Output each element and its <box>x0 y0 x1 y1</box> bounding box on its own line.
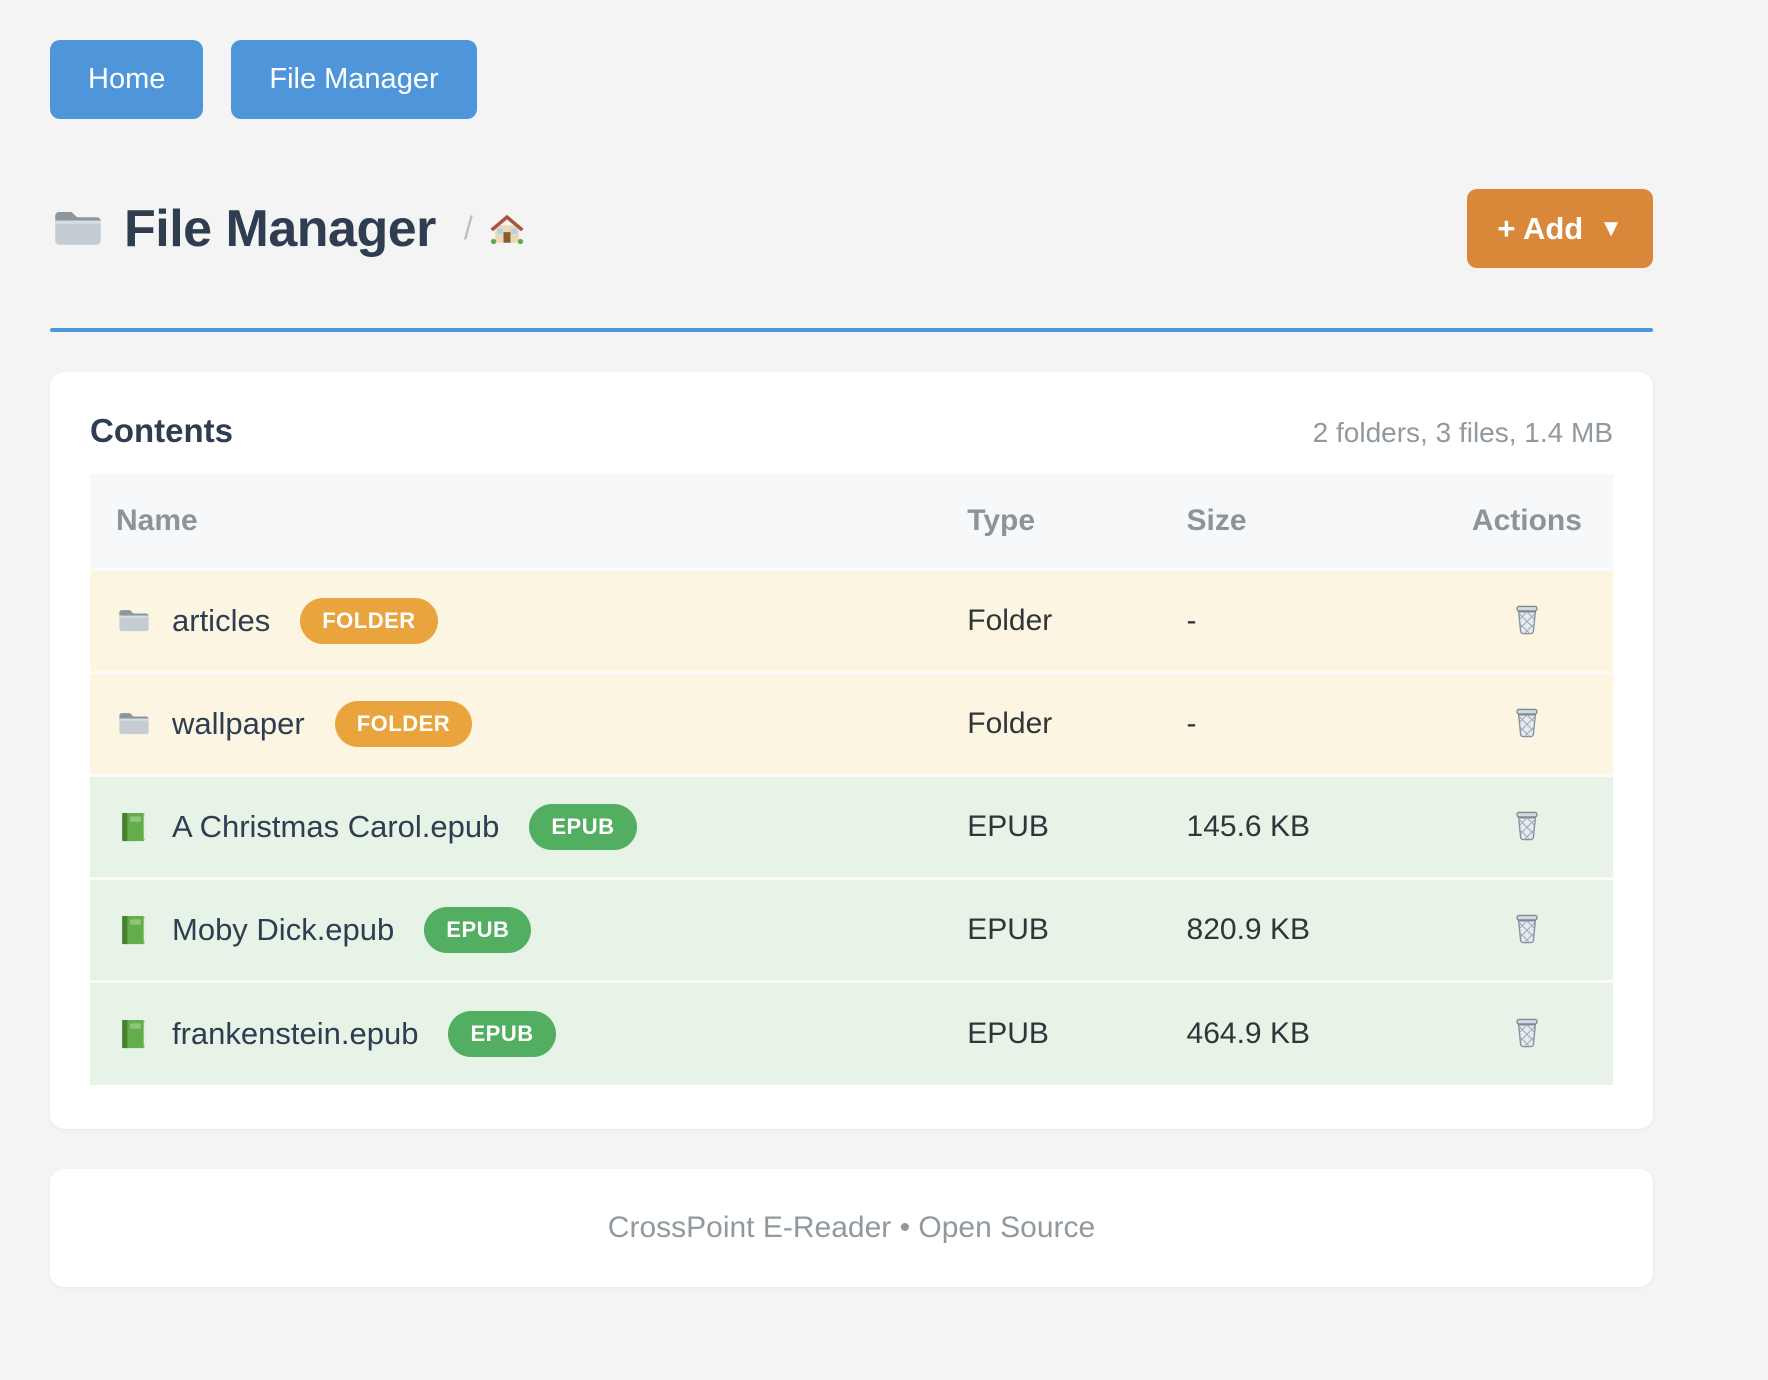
trash-icon <box>1508 600 1546 638</box>
folder-icon <box>116 706 152 742</box>
title-underline <box>50 328 1653 332</box>
column-header-name: Name <box>116 504 198 537</box>
cell-size: 145.6 KB <box>1186 810 1310 843</box>
contents-summary: 2 folders, 3 files, 1.4 MB <box>1312 417 1613 448</box>
file-name: frankenstein.epub <box>172 1015 419 1051</box>
column-header-type: Type <box>967 504 1036 537</box>
cell-type: EPUB <box>967 1016 1049 1050</box>
page-title: File Manager <box>124 199 436 258</box>
caret-down-icon: ▼ <box>1599 214 1623 242</box>
file-name: Moby Dick.epub <box>172 912 395 947</box>
table-row[interactable]: Moby Dick.epub EPUB EPUB 820.9 KB <box>90 878 1613 982</box>
type-badge: EPUB <box>529 804 637 850</box>
footer-text: CrossPoint E-Reader • Open Source <box>607 1210 1096 1244</box>
panel-title: Contents <box>90 412 233 449</box>
green-book-icon <box>116 809 152 845</box>
table-row[interactable]: frankenstein.epub EPUB EPUB 464.9 KB <box>90 981 1613 1085</box>
nav-home-button[interactable]: Home <box>50 40 204 119</box>
delete-button[interactable] <box>1504 596 1550 642</box>
trash-icon <box>1508 909 1546 947</box>
add-button[interactable]: + Add ▼ <box>1467 189 1653 268</box>
trash-icon <box>1508 703 1546 741</box>
file-name: articles <box>172 603 271 638</box>
file-name: wallpaper <box>172 706 305 741</box>
type-badge: FOLDER <box>334 701 473 747</box>
file-table: Name Type Size Actions articles FOLDER <box>90 474 1613 1085</box>
type-badge: EPUB <box>424 907 532 953</box>
title-group: File Manager / <box>50 199 527 259</box>
table-row[interactable]: articles FOLDER Folder - <box>90 569 1613 673</box>
table-row[interactable]: wallpaper FOLDER Folder - <box>90 672 1613 776</box>
cell-size: 464.9 KB <box>1186 1016 1310 1050</box>
trash-icon <box>1508 806 1546 844</box>
column-header-actions: Actions <box>1471 504 1582 537</box>
cell-type: EPUB <box>967 913 1049 946</box>
top-nav: Home File Manager <box>50 40 1653 119</box>
cell-size: - <box>1186 707 1197 740</box>
type-badge: EPUB <box>448 1010 556 1057</box>
cell-size: 820.9 KB <box>1186 913 1310 946</box>
page: Home File Manager File Manager / + Add ▼… <box>50 40 1653 1287</box>
footer: CrossPoint E-Reader • Open Source <box>50 1168 1653 1287</box>
add-button-label: + Add <box>1497 211 1584 246</box>
cell-type: Folder <box>967 604 1053 637</box>
delete-button[interactable] <box>1504 905 1550 951</box>
green-book-icon <box>116 912 152 948</box>
nav-file-manager-button[interactable]: File Manager <box>231 40 477 119</box>
cell-type: EPUB <box>967 810 1049 843</box>
page-header: File Manager / + Add ▼ <box>50 189 1653 268</box>
delete-button[interactable] <box>1504 699 1550 745</box>
folder-icon <box>50 201 106 257</box>
column-header-size: Size <box>1186 504 1247 537</box>
file-link[interactable]: A Christmas Carol.epub EPUB <box>90 804 967 850</box>
delete-button[interactable] <box>1504 1009 1550 1055</box>
trash-icon <box>1508 1013 1546 1051</box>
file-link[interactable]: Moby Dick.epub EPUB <box>90 907 967 953</box>
contents-panel-header: Contents 2 folders, 3 files, 1.4 MB <box>90 412 1613 450</box>
file-link[interactable]: frankenstein.epub EPUB <box>90 1010 967 1057</box>
type-badge: FOLDER <box>300 598 438 644</box>
delete-button[interactable] <box>1504 802 1550 848</box>
breadcrumb-separator: / <box>463 210 473 246</box>
file-name: A Christmas Carol.epub <box>172 809 500 844</box>
file-link[interactable]: wallpaper FOLDER <box>90 701 967 747</box>
table-row[interactable]: A Christmas Carol.epub EPUB EPUB 145.6 K… <box>90 775 1613 879</box>
green-book-icon <box>116 1016 152 1052</box>
table-header-row: Name Type Size Actions <box>90 474 1613 570</box>
file-link[interactable]: articles FOLDER <box>90 598 967 644</box>
folder-icon <box>116 603 152 639</box>
home-icon[interactable] <box>487 209 527 249</box>
cell-type: Folder <box>967 707 1053 740</box>
contents-panel: Contents 2 folders, 3 files, 1.4 MB Name… <box>50 372 1653 1129</box>
cell-size: - <box>1186 604 1197 637</box>
